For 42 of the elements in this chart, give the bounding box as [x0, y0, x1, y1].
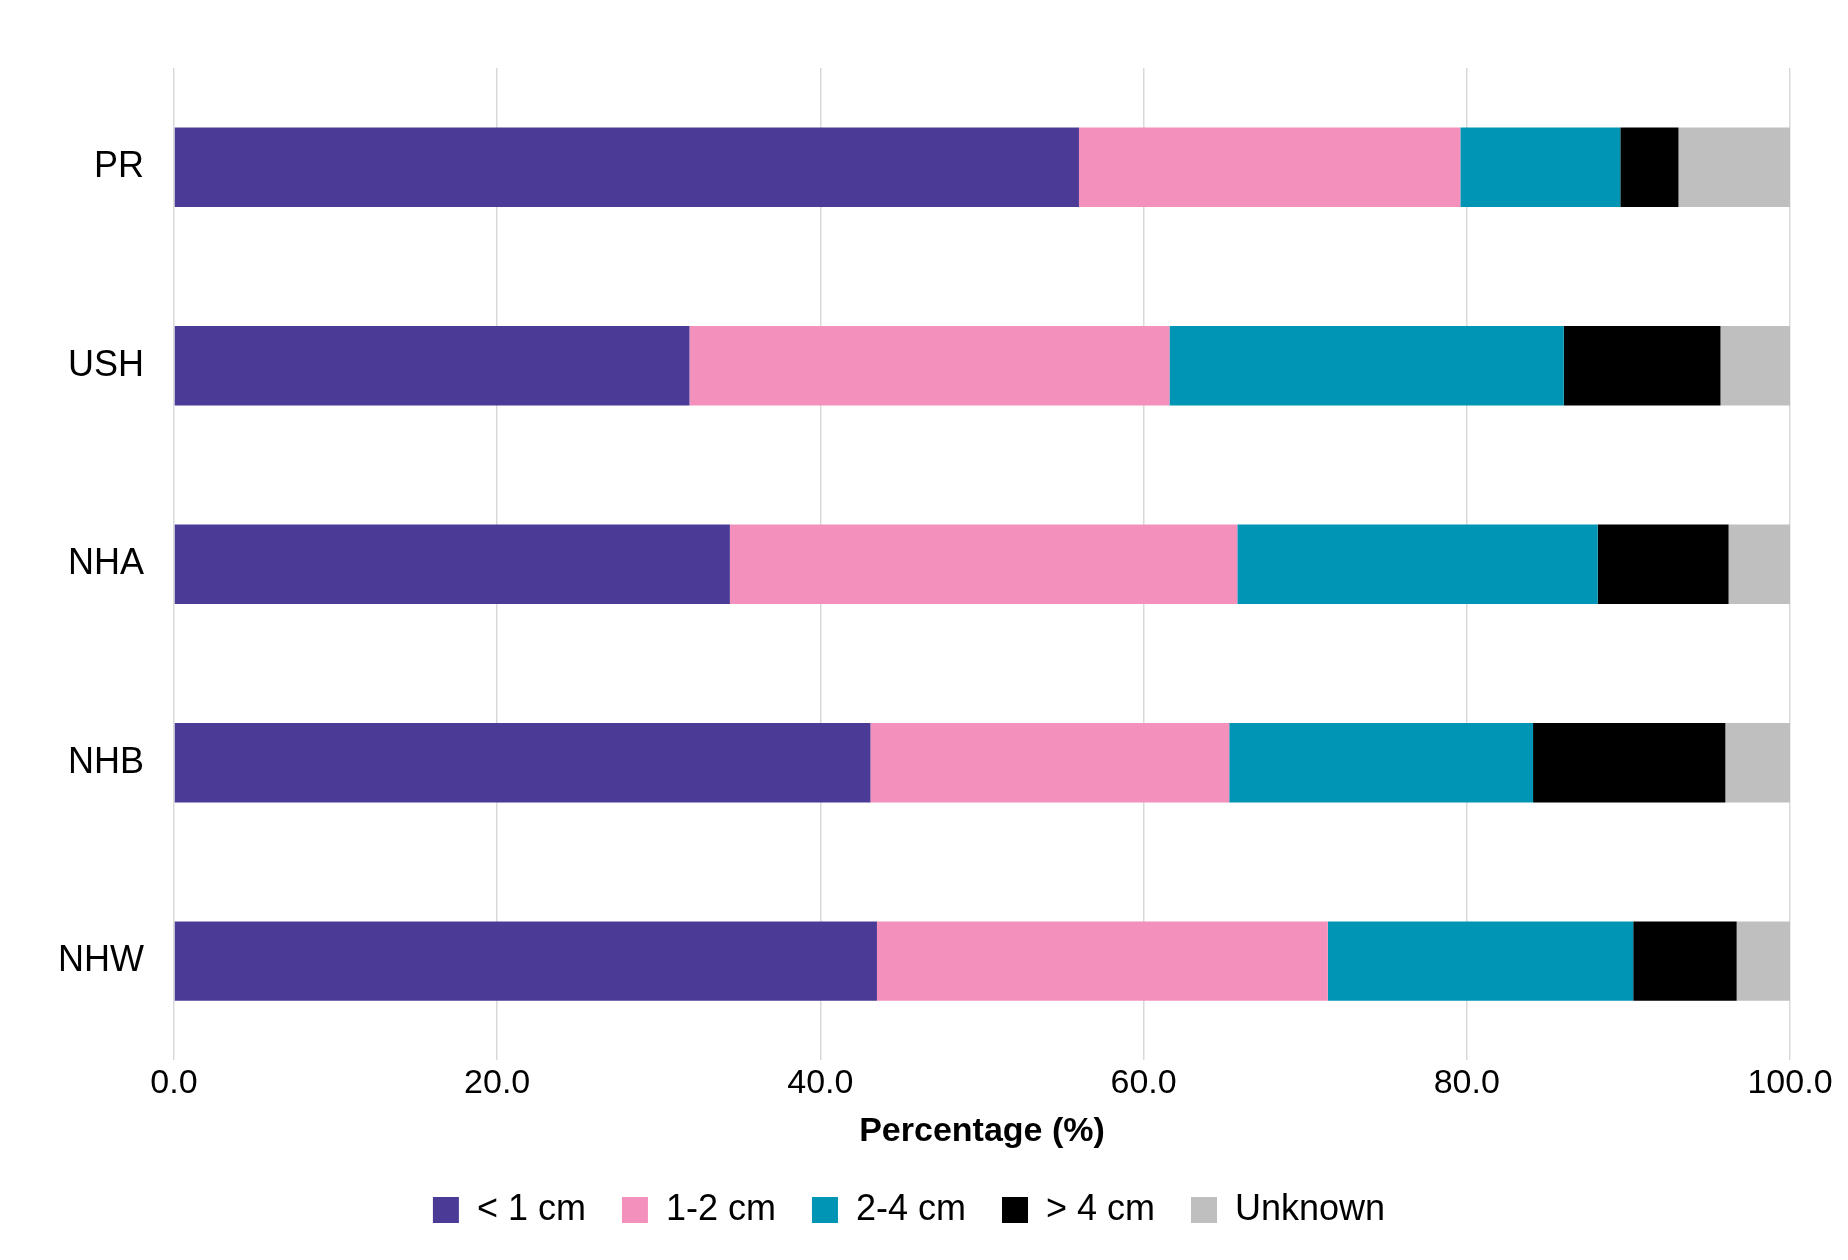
bar [689, 326, 1170, 406]
y-tick-label: NHA [67, 541, 144, 583]
legend-label: > 4 cm [1045, 1186, 1156, 1228]
bar [1533, 722, 1726, 803]
legend-label: 1-2 cm [665, 1186, 776, 1228]
bar [1078, 127, 1461, 207]
bar [174, 524, 730, 604]
bar [174, 921, 877, 1001]
bar [1725, 722, 1790, 803]
bar [1728, 524, 1790, 604]
x-tick-label: 80.0 [1433, 1062, 1500, 1101]
x-tick-label: 100.0 [1747, 1062, 1833, 1101]
x-tick-label: 0.0 [150, 1062, 198, 1101]
bar [174, 127, 1079, 207]
bar [174, 722, 871, 803]
bar [870, 722, 1230, 803]
bar [1169, 326, 1564, 406]
bar [1633, 921, 1737, 1001]
bar [174, 326, 690, 406]
bar [1620, 127, 1679, 207]
x-axis-title: Percentage (%) [859, 1109, 1105, 1148]
bar [1736, 921, 1790, 1001]
x-tick-label: 60.0 [1110, 1062, 1177, 1101]
bar [1229, 722, 1534, 803]
bar [729, 524, 1238, 604]
bar [1237, 524, 1598, 604]
bar [1563, 326, 1721, 406]
bar [1597, 524, 1729, 604]
bar [1678, 127, 1790, 207]
y-tick-label: NHB [67, 739, 144, 781]
bar [876, 921, 1328, 1001]
x-tick-label: 20.0 [464, 1062, 531, 1101]
y-tick-label: PR [93, 144, 144, 186]
x-tick-label: 40.0 [787, 1062, 854, 1101]
bar [1720, 326, 1790, 406]
legend-label: < 1 cm [476, 1186, 586, 1228]
legend-label: 2-4 cm [855, 1186, 966, 1228]
y-tick-label: NHW [57, 938, 144, 980]
y-tick-label: USH [67, 342, 144, 384]
bar [1460, 127, 1621, 207]
legend-label: Unknown [1235, 1186, 1386, 1228]
bar [1327, 921, 1634, 1001]
